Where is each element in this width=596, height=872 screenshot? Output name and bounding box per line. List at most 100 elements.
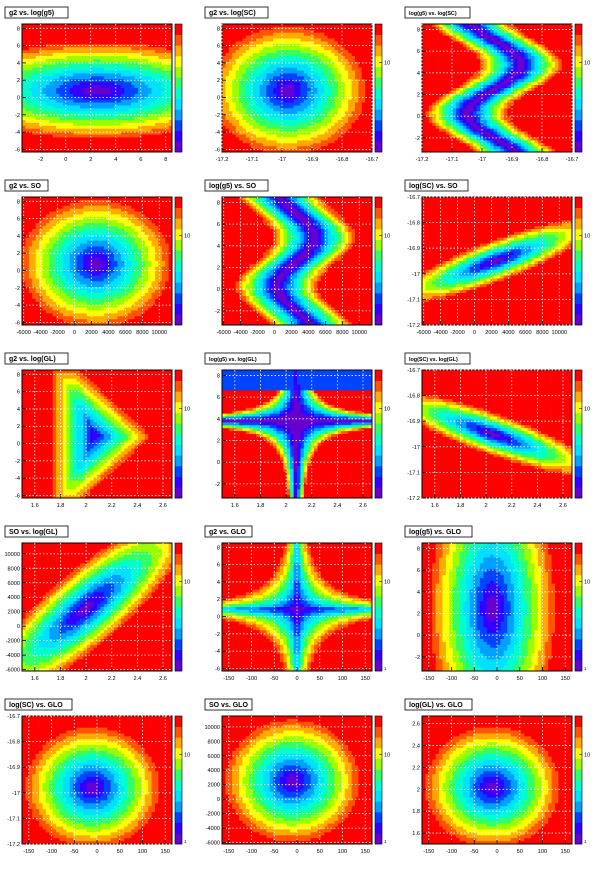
heatmap-cell (362, 103, 366, 106)
heatmap-cell (422, 50, 426, 53)
heatmap-cell (260, 140, 264, 143)
heatmap-cell (317, 100, 321, 103)
heatmap-cell (73, 126, 77, 129)
heatmap-cell (307, 76, 311, 79)
heatmap-cell (152, 65, 156, 68)
heatmap-cell (477, 62, 481, 65)
x-tick-label: -16.8 (336, 157, 349, 163)
heatmap-cell (131, 108, 135, 111)
heatmap-cell (352, 79, 356, 82)
heatmap-cell (562, 33, 566, 36)
heatmap-cell (56, 50, 60, 53)
heatmap-cell (158, 129, 162, 132)
heatmap-cell (321, 88, 325, 91)
heatmap-cell (229, 82, 233, 85)
x-tick-label: 0 (64, 157, 67, 163)
heatmap-cell (362, 53, 366, 56)
heatmap-cell (335, 123, 339, 126)
heatmap-cell (528, 68, 532, 71)
heatmap-cell (507, 68, 511, 71)
heatmap-cell (317, 39, 321, 42)
heatmap-cell (22, 143, 26, 146)
heatmap-cell (487, 65, 491, 68)
heatmap-cell (152, 30, 156, 33)
heatmap-cell (236, 126, 240, 129)
heatmap-cell (521, 36, 525, 39)
heatmap-cell (148, 65, 152, 68)
heatmap-cell (555, 41, 559, 44)
heatmap-cell (155, 137, 159, 140)
heatmap-cell (222, 30, 226, 33)
heatmap-cell (29, 62, 33, 65)
heatmap-cell (558, 79, 562, 82)
x-tick-label: 2 (89, 157, 92, 163)
heatmap-cell (558, 82, 562, 85)
heatmap-cell (277, 135, 281, 138)
heatmap-cell (232, 143, 236, 146)
heatmap-cell (548, 33, 552, 36)
heatmap-cell (222, 73, 226, 76)
heatmap-cell (94, 53, 98, 56)
heatmap-cell (83, 137, 87, 140)
heatmap-cell (338, 76, 342, 79)
heatmap-cell (355, 71, 359, 74)
heatmap-cell (25, 143, 29, 146)
heatmap-cell (517, 85, 521, 88)
heatmap-cell (236, 36, 240, 39)
heatmap-cell (348, 47, 352, 50)
heatmap-cell (124, 41, 128, 44)
heatmap-cell (266, 79, 270, 82)
heatmap-cell (77, 143, 81, 146)
heatmap-cell (453, 30, 457, 33)
heatmap-cell (422, 41, 426, 44)
heatmap-cell (514, 73, 518, 76)
heatmap-cell (232, 65, 236, 68)
heatmap-cell (100, 47, 104, 50)
heatmap-cell (124, 94, 128, 97)
y-tick-label: -6 (15, 147, 20, 153)
heatmap-cell (311, 82, 315, 85)
heatmap-cell (456, 59, 460, 62)
heatmap-cell (117, 76, 121, 79)
heatmap-cell (331, 103, 335, 106)
heatmap-cell (121, 111, 125, 114)
heatmap-cell (42, 129, 46, 132)
heatmap-cell (317, 68, 321, 71)
heatmap-cell (345, 140, 349, 143)
heatmap-cell (249, 79, 253, 82)
heatmap-cell (535, 82, 539, 85)
heatmap-cell (80, 108, 84, 111)
heatmap-cell (514, 71, 518, 74)
heatmap-cell (141, 53, 145, 56)
heatmap-cell (229, 79, 233, 82)
heatmap-cell (307, 36, 311, 39)
heatmap-cell (29, 137, 33, 140)
heatmap-cell (83, 59, 87, 62)
heatmap-cell (358, 143, 362, 146)
heatmap-cell (348, 65, 352, 68)
heatmap-cell (463, 65, 467, 68)
heatmap-cell (324, 126, 328, 129)
heatmap-cell (446, 68, 450, 71)
heatmap-cell (97, 126, 101, 129)
heatmap-cell (362, 126, 366, 129)
heatmap-cell (22, 108, 26, 111)
heatmap-cell (229, 120, 233, 123)
heatmap-cell (246, 73, 250, 76)
heatmap-cell (97, 36, 101, 39)
heatmap-cell (463, 68, 467, 71)
heatmap-cell (446, 33, 450, 36)
heatmap-cell (321, 68, 325, 71)
heatmap-cell (236, 59, 240, 62)
heatmap-cell (253, 82, 257, 85)
heatmap-cell (365, 39, 369, 42)
heatmap-cell (314, 126, 318, 129)
heatmap-cell (29, 79, 33, 82)
heatmap-cell (70, 94, 74, 97)
heatmap-cell (324, 36, 328, 39)
heatmap-cell (246, 105, 250, 108)
heatmap-cell (73, 56, 77, 59)
heatmap-cell (335, 126, 339, 129)
heatmap-cell (314, 36, 318, 39)
heatmap-cell (87, 36, 91, 39)
